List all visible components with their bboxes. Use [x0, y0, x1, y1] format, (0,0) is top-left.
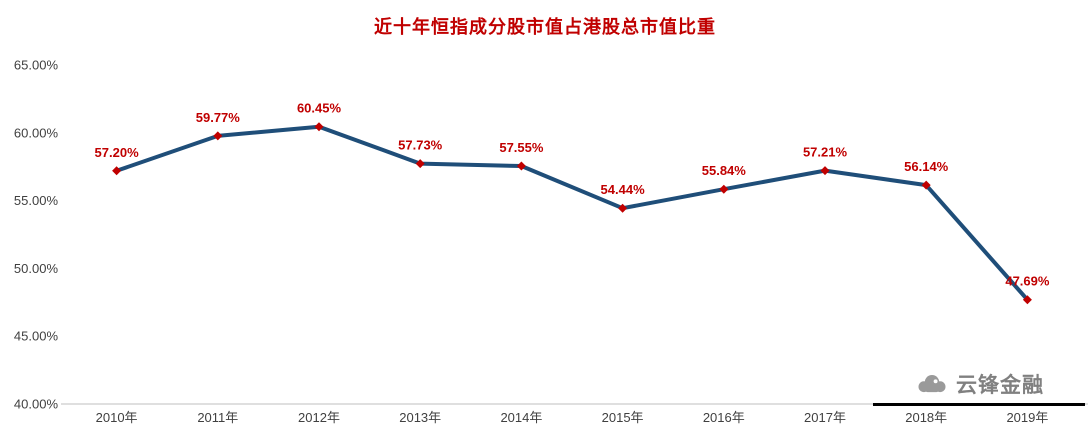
data-point-marker — [618, 203, 628, 213]
x-axis-tick-label: 2018年 — [905, 410, 947, 425]
y-axis-tick-label: 50.00% — [14, 261, 59, 276]
data-point-label: 60.45% — [297, 101, 342, 116]
brand-name: 云锋金融 — [956, 374, 1044, 397]
y-axis-tick-label: 60.00% — [14, 125, 59, 140]
x-axis-tick-label: 2012年 — [298, 410, 340, 425]
data-point-marker — [112, 166, 122, 176]
x-axis-tick-label: 2017年 — [804, 410, 846, 425]
data-point-label: 57.21% — [803, 145, 848, 160]
y-axis-tick-label: 65.00% — [14, 58, 59, 73]
data-point-marker — [820, 166, 830, 176]
series-line — [114, 124, 1030, 302]
data-point-marker — [1022, 295, 1032, 305]
x-axis-tick-label: 2019年 — [1006, 410, 1048, 425]
y-axis-tick-label: 40.00% — [14, 397, 59, 412]
data-point-marker — [719, 184, 729, 194]
data-point-marker — [921, 180, 931, 190]
x-axis-tick-label: 2013年 — [399, 410, 441, 425]
cloud-logo-icon — [918, 375, 946, 393]
data-point-label: 55.84% — [702, 163, 747, 178]
x-axis-tick-label: 2016年 — [703, 410, 745, 425]
data-point-marker — [516, 161, 526, 171]
data-point-label: 56.14% — [904, 159, 949, 174]
data-point-label: 47.69% — [1005, 274, 1050, 289]
y-axis-tick-label: 55.00% — [14, 193, 59, 208]
chart-title: 近十年恒指成分股市值占港股总市值比重 — [374, 17, 716, 37]
x-axis-tick-label: 2015年 — [602, 410, 644, 425]
data-point-label: 57.20% — [95, 145, 140, 160]
x-axis-tick-label: 2010年 — [96, 410, 138, 425]
data-point-marker — [314, 122, 324, 132]
y-axis-tick-label: 45.00% — [14, 329, 59, 344]
x-axis-tick-label: 2011年 — [197, 410, 238, 425]
brand-watermark: 云锋金融 — [873, 369, 1085, 406]
data-point-marker — [415, 159, 425, 169]
data-point-label: 57.73% — [398, 138, 443, 153]
data-point-label: 59.77% — [196, 110, 241, 125]
data-point-label: 54.44% — [601, 182, 646, 197]
data-point-label: 57.55% — [499, 140, 544, 155]
x-axis-tick-label: 2014年 — [500, 410, 542, 425]
data-point-marker — [213, 131, 223, 141]
